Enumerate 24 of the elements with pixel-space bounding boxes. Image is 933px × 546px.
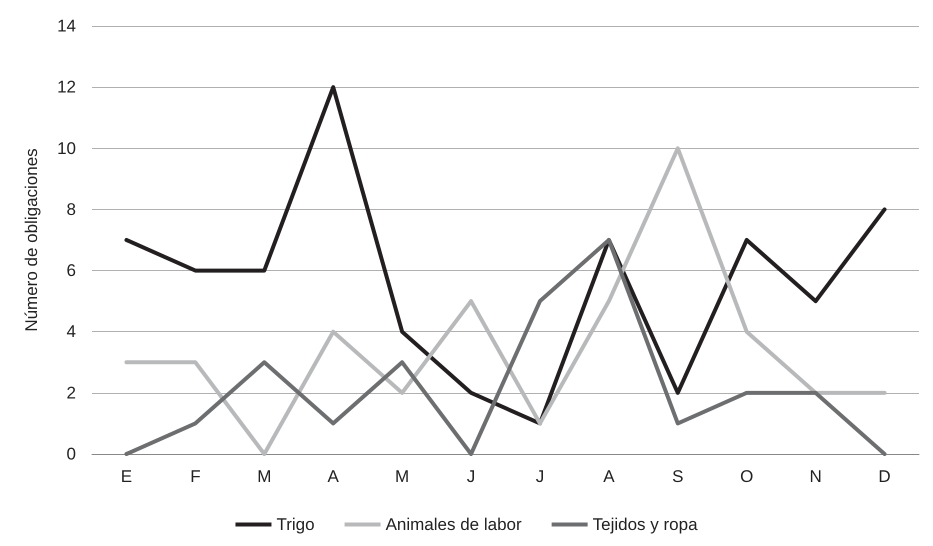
x-tick-label: A — [328, 467, 340, 486]
x-tick-label: J — [466, 467, 476, 486]
x-tick-label: M — [257, 467, 272, 486]
x-tick-label: S — [672, 467, 684, 486]
legend-label: Animales de labor — [386, 515, 522, 534]
x-tick-label: O — [740, 467, 754, 486]
y-tick-label: 0 — [66, 444, 76, 464]
x-tick-label: J — [536, 467, 544, 486]
x-tick-label: N — [809, 467, 822, 486]
legend-label: Tejidos y ropa — [592, 515, 698, 534]
x-tick-label: M — [395, 467, 410, 486]
y-tick-label: 8 — [66, 200, 76, 219]
y-tick-label: 12 — [57, 78, 76, 97]
x-tick-label: F — [190, 467, 201, 486]
y-axis-title: Número de obligaciones — [22, 148, 41, 332]
x-tick-label: A — [603, 467, 616, 486]
y-tick-label: 4 — [66, 322, 76, 342]
y-tick-label: 2 — [66, 383, 76, 402]
y-tick-label: 10 — [57, 138, 76, 158]
x-tick-label: E — [120, 467, 132, 486]
legend-label: Trigo — [276, 515, 315, 534]
y-tick-label: 6 — [66, 261, 76, 280]
y-tick-label: 14 — [57, 16, 76, 36]
x-tick-label: D — [878, 467, 891, 486]
